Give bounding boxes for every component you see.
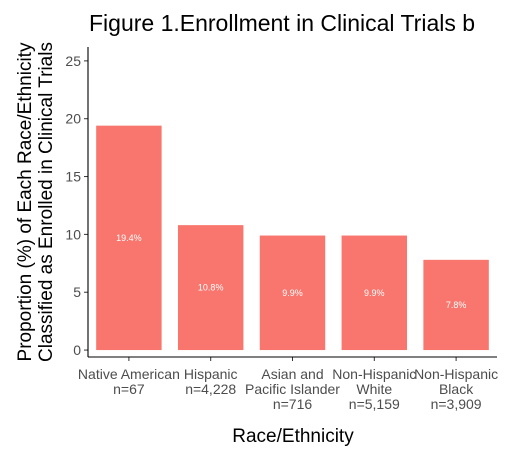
x-tick-label-3-line-1: Asian and [261,366,323,382]
x-tick-label-1-line-2: n=67 [113,381,145,397]
bar-1 [96,125,162,351]
x-tick-label-1: Native American n=67 [78,366,180,397]
x-tick-label-3-line-2: Pacific Islander [245,381,340,397]
y-tick-label-5: 20 [65,111,81,127]
bar-2 [177,225,244,351]
bar-3 [259,235,326,351]
y-axis-title: Proportion (%) of Each Race/Ethnicity Cl… [15,42,57,362]
x-tick-label-2: Hispanic n=4,228 [184,366,238,397]
y-tick-label-1: 0 [73,342,81,358]
x-tick-label-2-line-2: n=4,228 [185,381,236,397]
x-tick-label-3-line-3: n=716 [273,396,313,412]
chart-title: Figure 1.Enrollment in Clinical Trials b [89,10,475,36]
x-tick-label-2-line-1: Hispanic [184,366,238,382]
x-tick-label-5: Non-Hispanic Black n=3,909 [414,366,498,412]
y-tick-label-3: 10 [65,226,81,242]
x-tick-label-5-line-2: Black [439,381,474,397]
y-axis-title-line-2: Classified as Enrolled in Clinical Trial… [36,42,57,362]
x-tick-label-4-line-1: Non-Hispanic [332,366,416,382]
data-label-3: 9.9% [282,288,303,298]
y-axis-title-line-1: Proportion (%) of Each Race/Ethnicity [15,42,36,361]
data-label-5: 7.8% [446,300,467,310]
x-tick-label-1-line-1: Native American [78,366,180,382]
y-tick-label-6: 25 [65,53,81,69]
x-tick-label-4-line-3: n=5,159 [349,396,400,412]
x-tick-label-4: Non-Hispanic White n=5,159 [332,366,416,412]
x-tick-label-4-line-2: White [356,381,392,397]
x-tick-label-3: Asian and Pacific Islander n=716 [245,366,340,412]
data-label-4: 9.9% [364,288,385,298]
y-tick-label-4: 15 [65,169,81,185]
x-tick-label-5-line-1: Non-Hispanic [414,366,498,382]
data-label-2: 10.8% [198,283,224,293]
bar-4 [341,235,408,351]
bars-group: 19.4% 10.8% 9.9% 9.9% 7.8% [96,125,489,351]
y-ticks-group: 0 5 10 15 20 25 [65,53,88,358]
bar-5 [423,259,489,351]
x-axis-title: Race/Ethnicity [232,426,354,447]
y-tick-label-2: 5 [73,284,81,300]
x-tick-label-5-line-3: n=3,909 [431,396,482,412]
data-label-1: 19.4% [116,233,142,243]
